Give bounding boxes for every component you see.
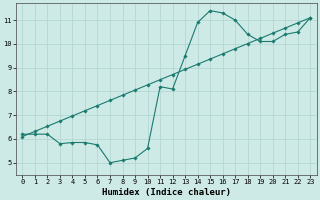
X-axis label: Humidex (Indice chaleur): Humidex (Indice chaleur) — [102, 188, 231, 197]
